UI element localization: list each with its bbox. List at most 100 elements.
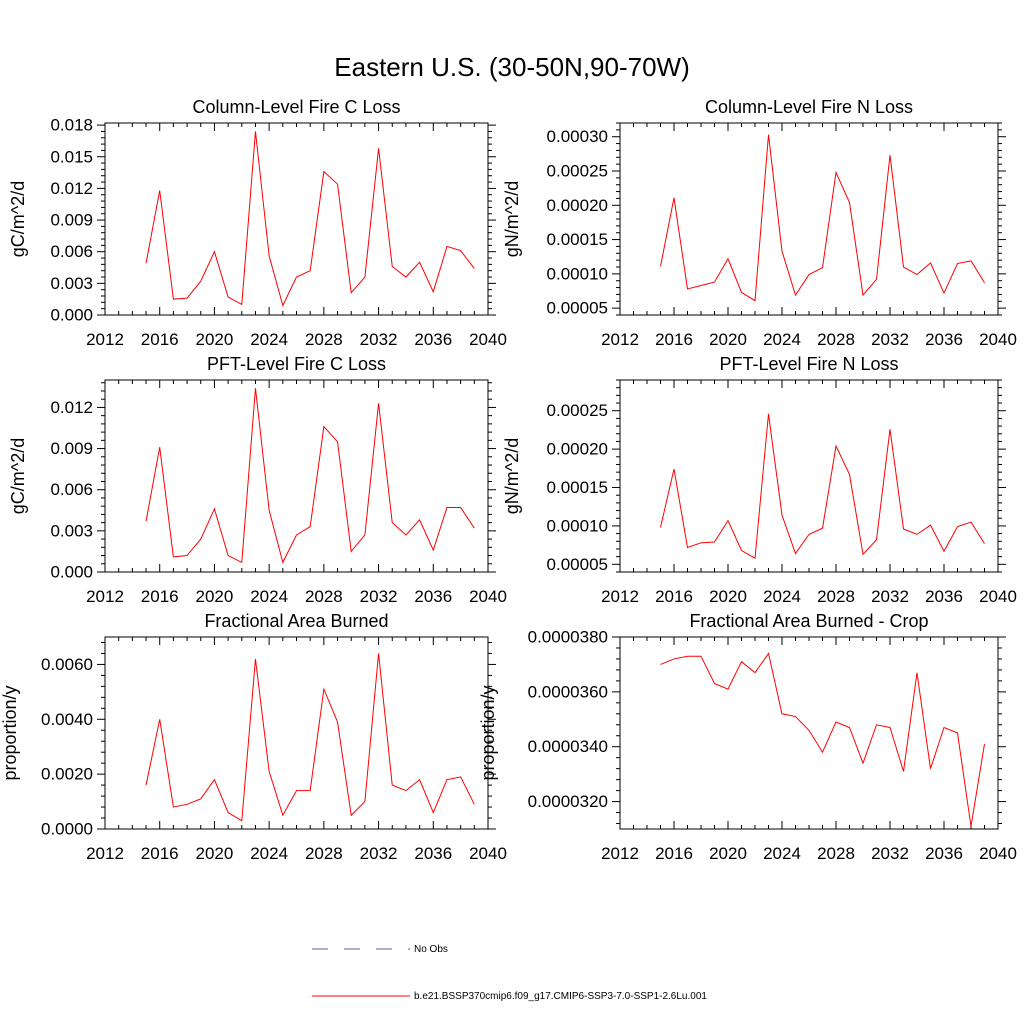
x-tick-label: 2012 xyxy=(601,330,639,349)
y-tick-label: 0.015 xyxy=(50,147,93,166)
y-tick-label: 0.0000360 xyxy=(528,682,608,701)
x-tick-label: 2024 xyxy=(763,330,801,349)
x-tick-label: 2032 xyxy=(871,587,909,606)
y-tick-label: 0.00020 xyxy=(547,196,608,215)
y-tick-label: 0.00005 xyxy=(547,555,608,574)
x-tick-label: 2020 xyxy=(709,587,747,606)
x-tick-label: 2032 xyxy=(360,330,398,349)
y-tick-label: 0.009 xyxy=(50,211,93,230)
y-tick-label: 0.00025 xyxy=(547,401,608,420)
series-line xyxy=(660,413,985,559)
x-tick-label: 2036 xyxy=(414,844,452,863)
x-tick-label: 2016 xyxy=(141,330,179,349)
x-tick-label: 2020 xyxy=(709,844,747,863)
y-tick-label: 0.006 xyxy=(50,480,93,499)
x-tick-label: 2020 xyxy=(196,844,234,863)
x-tick-label: 2036 xyxy=(925,587,963,606)
y-tick-label: 0.0020 xyxy=(41,765,93,784)
x-tick-label: 2024 xyxy=(763,587,801,606)
panel-pft-fire-n-loss: PFT-Level Fire N Loss gN/m^2/d 2012 2016 202… xyxy=(502,354,1017,606)
x-tick-label: 2036 xyxy=(925,844,963,863)
x-tick-label: 2040 xyxy=(469,844,507,863)
y-axis-label: proportion/y xyxy=(478,685,498,780)
x-tick-label: 2028 xyxy=(817,330,855,349)
x-tick-label: 2012 xyxy=(86,587,124,606)
x-tick-label: 2012 xyxy=(601,587,639,606)
x-tick-label: 2012 xyxy=(86,330,124,349)
y-tick-label: 0.003 xyxy=(50,521,93,540)
panel-title: Column-Level Fire N Loss xyxy=(705,97,913,117)
y-tick-label: 0.00010 xyxy=(547,516,608,535)
x-tick-label: 2016 xyxy=(655,844,693,863)
x-tick-label: 2040 xyxy=(469,330,507,349)
panel-fractional-area-burned: Fractional Area Burned proportion/y 2012 20… xyxy=(0,611,507,863)
figure-title: Eastern U.S. (30-50N,90-70W) xyxy=(334,52,689,82)
x-tick-label: 2036 xyxy=(925,330,963,349)
y-tick-label: 0.0000340 xyxy=(528,737,608,756)
y-tick-label: 0.0000320 xyxy=(528,792,608,811)
x-tick-label: 2028 xyxy=(817,844,855,863)
y-tick-label: 0.00015 xyxy=(547,230,608,249)
y-tick-label: 0.006 xyxy=(50,242,93,261)
plot-frame xyxy=(619,379,999,573)
panel-title: PFT-Level Fire N Loss xyxy=(719,354,898,374)
panel-title: PFT-Level Fire C Loss xyxy=(207,354,386,374)
x-tick-label: 2032 xyxy=(360,844,398,863)
x-tick-label: 2016 xyxy=(655,587,693,606)
x-tick-label: 2020 xyxy=(196,330,234,349)
y-axis-label: gC/m^2/d xyxy=(8,438,28,514)
series-line xyxy=(145,131,475,307)
y-tick-label: 0.00005 xyxy=(547,299,608,318)
series-line xyxy=(660,134,985,302)
y-tick-label: 0.0060 xyxy=(41,655,93,674)
x-tick-label: 2016 xyxy=(141,587,179,606)
panel-column-fire-c-loss: Column-Level Fire C Loss gC/m^2/d 2012 2016… xyxy=(8,97,507,349)
x-tick-label: 2028 xyxy=(305,587,343,606)
y-tick-label: 0.0000380 xyxy=(528,628,608,647)
y-tick-label: 0.012 xyxy=(50,179,93,198)
y-tick-label: 0.009 xyxy=(50,439,93,458)
y-tick-label: 0.000 xyxy=(50,563,93,582)
x-tick-label: 2016 xyxy=(141,844,179,863)
x-tick-label: 2016 xyxy=(655,330,693,349)
panel-title: Fractional Area Burned xyxy=(204,611,388,631)
panel-fractional-area-burned-crop: Fractional Area Burned - Crop proportion/… xyxy=(478,611,1017,863)
y-tick-label: 0.000 xyxy=(50,306,93,325)
x-tick-label: 2020 xyxy=(196,587,234,606)
series-line xyxy=(660,652,985,827)
y-tick-label: 0.00020 xyxy=(547,440,608,459)
x-tick-label: 2032 xyxy=(871,330,909,349)
y-tick-label: 0.0000 xyxy=(41,820,93,839)
x-tick-label: 2024 xyxy=(250,844,288,863)
y-axis-label: gC/m^2/d xyxy=(8,181,28,257)
y-axis-label: gN/m^2/d xyxy=(502,438,522,514)
plot-frame xyxy=(619,636,999,830)
y-tick-label: 0.00015 xyxy=(547,478,608,497)
x-tick-label: 2024 xyxy=(250,587,288,606)
panel-title: Column-Level Fire C Loss xyxy=(192,97,400,117)
x-tick-label: 2040 xyxy=(469,587,507,606)
series-line xyxy=(145,653,475,822)
x-tick-label: 2024 xyxy=(250,330,288,349)
x-tick-label: 2024 xyxy=(763,844,801,863)
y-tick-label: 0.018 xyxy=(50,116,93,135)
x-tick-label: 2028 xyxy=(817,587,855,606)
y-tick-label: 0.00025 xyxy=(547,162,608,181)
x-tick-label: 2040 xyxy=(979,587,1017,606)
x-tick-label: 2012 xyxy=(86,844,124,863)
legend: No Obs b.e21.BSSP370cmip6.f09_g17.CMIP6-… xyxy=(312,944,707,1002)
series-line xyxy=(145,388,475,564)
plot-frame xyxy=(104,636,489,830)
y-tick-label: 0.00010 xyxy=(547,264,608,283)
y-tick-label: 0.003 xyxy=(50,274,93,293)
y-axis-label: gN/m^2/d xyxy=(502,181,522,257)
y-tick-label: 0.00030 xyxy=(547,127,608,146)
x-tick-label: 2028 xyxy=(305,844,343,863)
legend-label-case: b.e21.BSSP370cmip6.f09_g17.CMIP6-SSP3-7.… xyxy=(414,991,707,1002)
x-tick-label: 2032 xyxy=(871,844,909,863)
y-tick-label: 0.012 xyxy=(50,398,93,417)
x-tick-label: 2040 xyxy=(979,330,1017,349)
x-tick-label: 2040 xyxy=(979,844,1017,863)
x-tick-label: 2036 xyxy=(414,587,452,606)
